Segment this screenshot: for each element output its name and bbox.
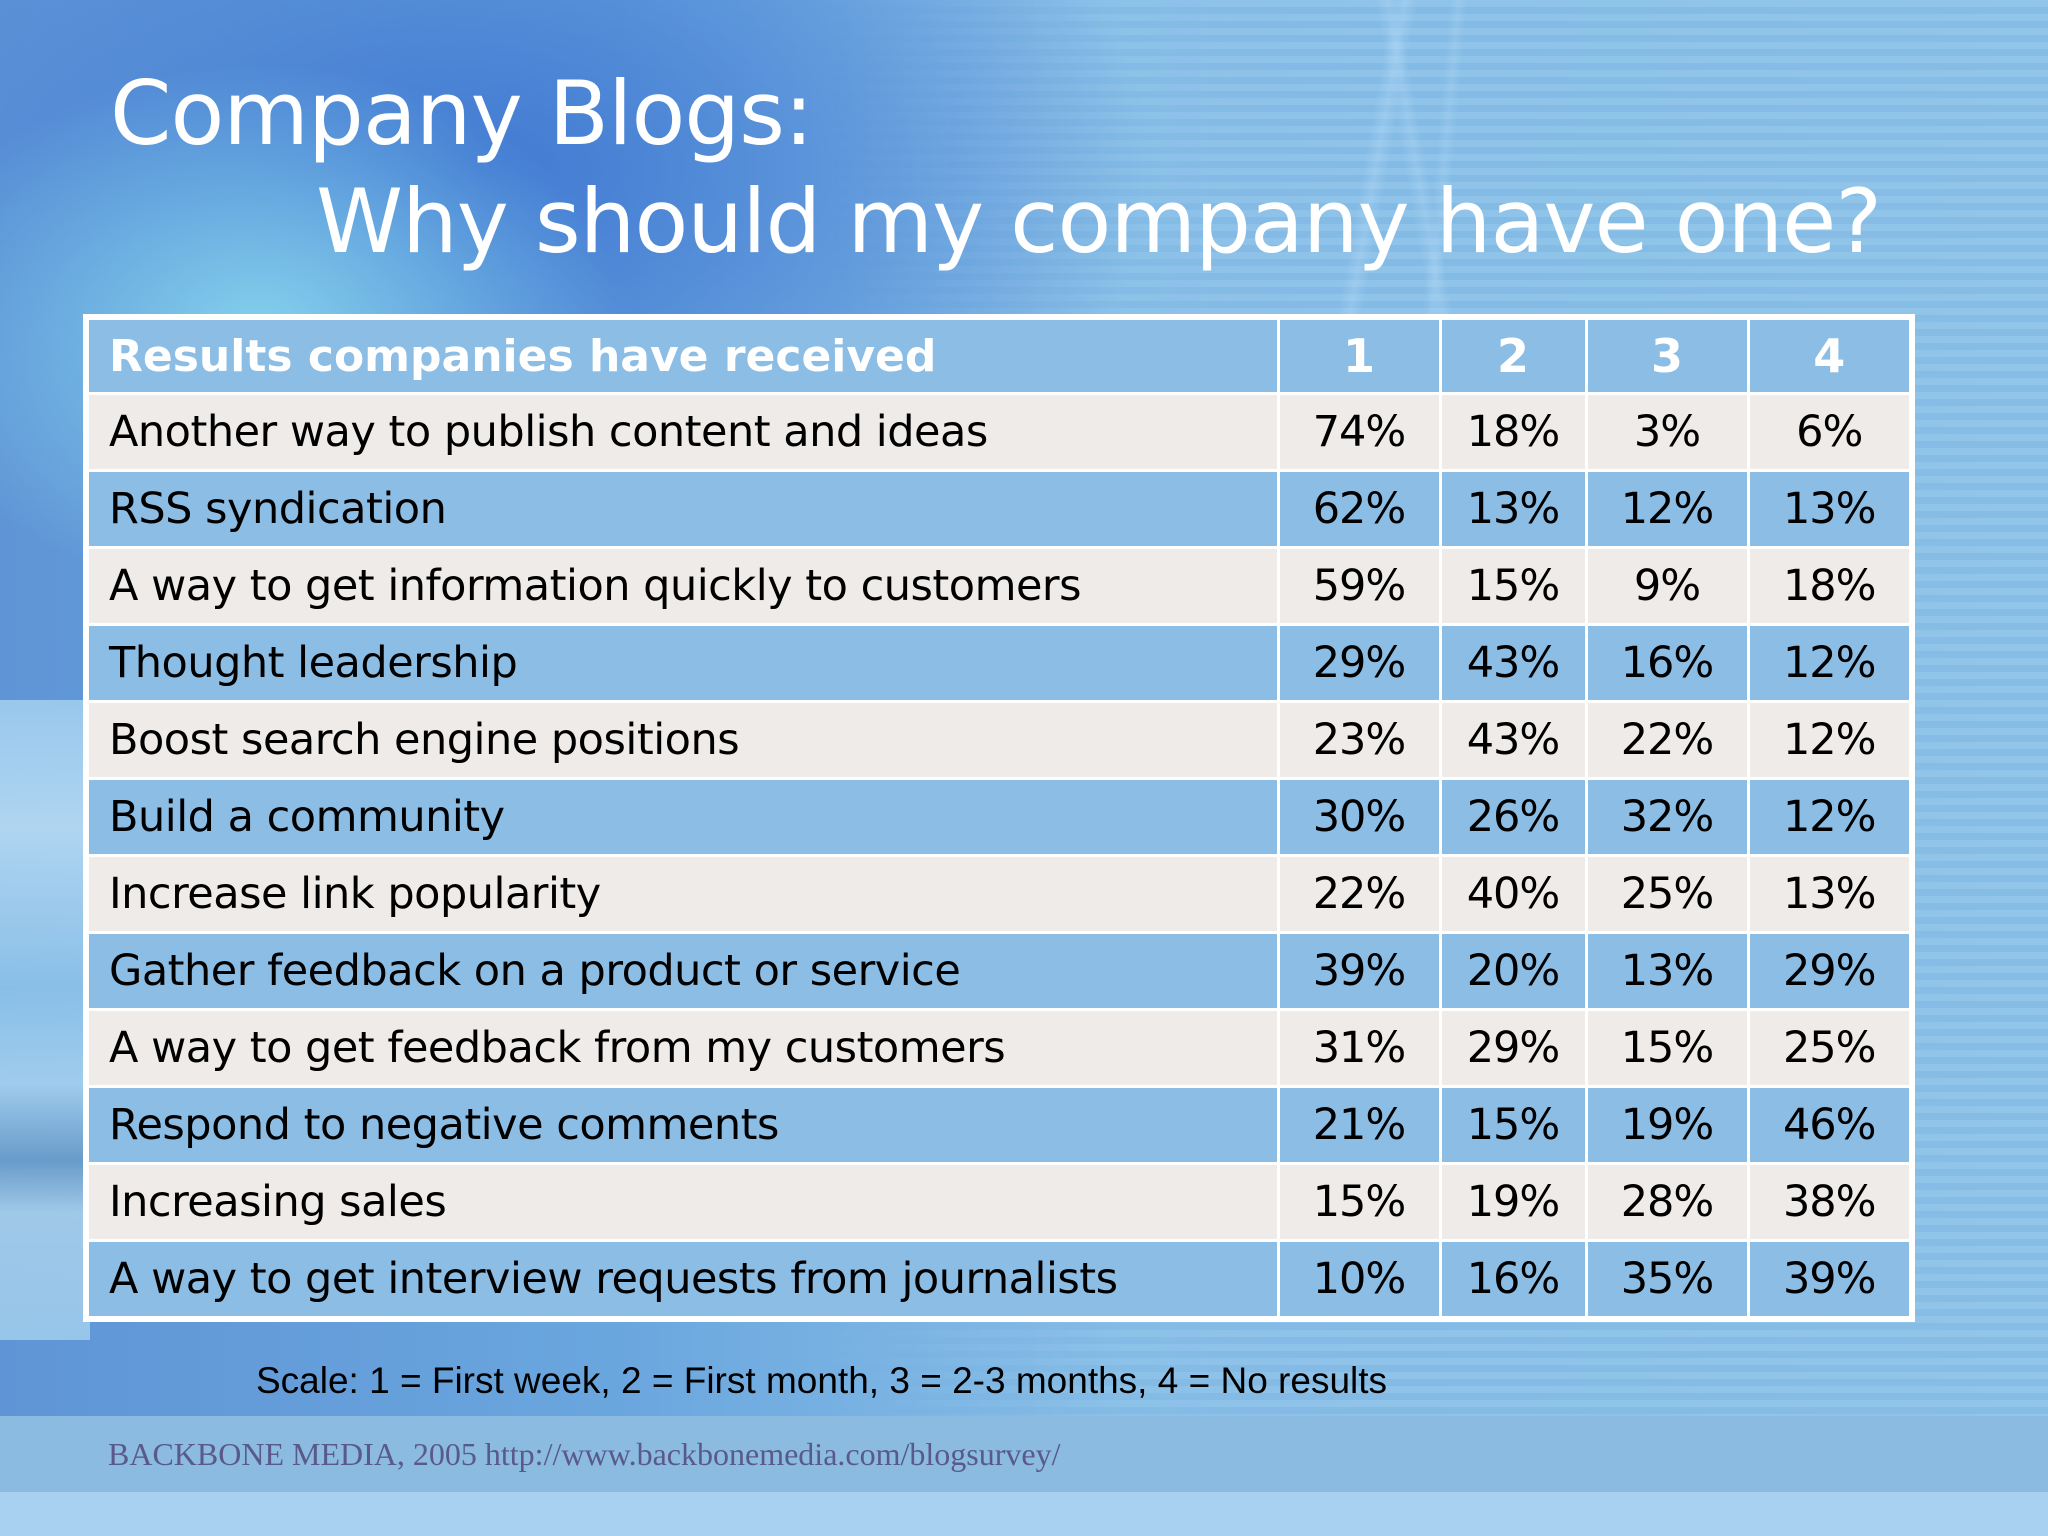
background-left-glow [0,700,90,1340]
source-citation: BACKBONE MEDIA, 2005 http://www.backbone… [108,1436,1061,1472]
cell-col-3: 12% [1584,468,1750,549]
table-row: RSS syndication 62% 13% 12% 13% [84,468,1914,549]
row-label: A way to get information quickly to cust… [84,545,1280,626]
cell-col-4: 13% [1746,468,1914,549]
row-label: A way to get feedback from my customers [84,1007,1280,1088]
header-col-2: 2 [1438,315,1588,395]
slide-title-line-1: Company Blogs: [110,62,814,165]
table-row: Build a community 30% 26% 32% 12% [84,776,1914,857]
cell-col-4: 46% [1746,1084,1914,1165]
cell-col-2: 43% [1438,699,1588,780]
table-row: Increase link popularity 22% 40% 25% 13% [84,853,1914,934]
header-results-label: Results companies have received [84,315,1280,395]
table-row: A way to get interview requests from jou… [84,1238,1914,1321]
table-header-row: Results companies have received 1 2 3 4 [84,315,1914,395]
footer-bottom-strip [0,1492,2048,1536]
cell-col-2: 20% [1438,930,1588,1011]
cell-col-2: 26% [1438,776,1588,857]
scale-legend-note: Scale: 1 = First week, 2 = First month, … [256,1360,1388,1401]
cell-col-2: 40% [1438,853,1588,934]
row-label: Build a community [84,776,1280,857]
cell-col-4: 38% [1746,1161,1914,1242]
cell-col-4: 12% [1746,622,1914,703]
cell-col-1: 59% [1276,545,1442,626]
cell-col-2: 13% [1438,468,1588,549]
cell-col-1: 15% [1276,1161,1442,1242]
cell-col-1: 29% [1276,622,1442,703]
table-row: Thought leadership 29% 43% 16% 12% [84,622,1914,703]
table-row: A way to get information quickly to cust… [84,545,1914,626]
row-label: Respond to negative comments [84,1084,1280,1165]
header-col-1: 1 [1276,315,1442,395]
row-label: Gather feedback on a product or service [84,930,1280,1011]
cell-col-1: 30% [1276,776,1442,857]
cell-col-4: 18% [1746,545,1914,626]
cell-col-1: 23% [1276,699,1442,780]
cell-col-2: 16% [1438,1238,1588,1321]
row-label: Increase link popularity [84,853,1280,934]
cell-col-3: 15% [1584,1007,1750,1088]
table-row: Respond to negative comments 21% 15% 19%… [84,1084,1914,1165]
cell-col-3: 35% [1584,1238,1750,1321]
cell-col-1: 21% [1276,1084,1442,1165]
cell-col-3: 16% [1584,622,1750,703]
cell-col-4: 29% [1746,930,1914,1011]
row-label: A way to get interview requests from jou… [84,1238,1280,1321]
background-light-streaks [1290,0,1490,320]
cell-col-1: 31% [1276,1007,1442,1088]
cell-col-1: 62% [1276,468,1442,549]
table-row: Gather feedback on a product or service … [84,930,1914,1011]
row-label: Thought leadership [84,622,1280,703]
slide-title-line-2: Why should my company have one? [316,170,1882,273]
table-row: A way to get feedback from my customers … [84,1007,1914,1088]
cell-col-1: 39% [1276,930,1442,1011]
cell-col-2: 15% [1438,1084,1588,1165]
cell-col-4: 12% [1746,699,1914,780]
cell-col-4: 12% [1746,776,1914,857]
row-label: Another way to publish content and ideas [84,392,1280,472]
results-table: Results companies have received 1 2 3 4 … [83,314,1915,1322]
cell-col-3: 28% [1584,1161,1750,1242]
row-label: RSS syndication [84,468,1280,549]
cell-col-4: 39% [1746,1238,1914,1321]
table-row: Another way to publish content and ideas… [84,392,1914,472]
cell-col-3: 25% [1584,853,1750,934]
cell-col-3: 9% [1584,545,1750,626]
table-row: Boost search engine positions 23% 43% 22… [84,699,1914,780]
footer-band [0,1416,2048,1492]
cell-col-2: 18% [1438,392,1588,472]
cell-col-3: 22% [1584,699,1750,780]
cell-col-4: 25% [1746,1007,1914,1088]
header-col-3: 3 [1584,315,1750,395]
cell-col-1: 74% [1276,392,1442,472]
cell-col-3: 13% [1584,930,1750,1011]
row-label: Increasing sales [84,1161,1280,1242]
cell-col-2: 29% [1438,1007,1588,1088]
cell-col-2: 19% [1438,1161,1588,1242]
header-col-4: 4 [1746,315,1914,395]
table-row: Increasing sales 15% 19% 28% 38% [84,1161,1914,1242]
cell-col-3: 19% [1584,1084,1750,1165]
cell-col-1: 22% [1276,853,1442,934]
cell-col-2: 43% [1438,622,1588,703]
cell-col-2: 15% [1438,545,1588,626]
row-label: Boost search engine positions [84,699,1280,780]
cell-col-4: 6% [1746,392,1914,472]
cell-col-3: 32% [1584,776,1750,857]
cell-col-4: 13% [1746,853,1914,934]
cell-col-3: 3% [1584,392,1750,472]
cell-col-1: 10% [1276,1238,1442,1321]
